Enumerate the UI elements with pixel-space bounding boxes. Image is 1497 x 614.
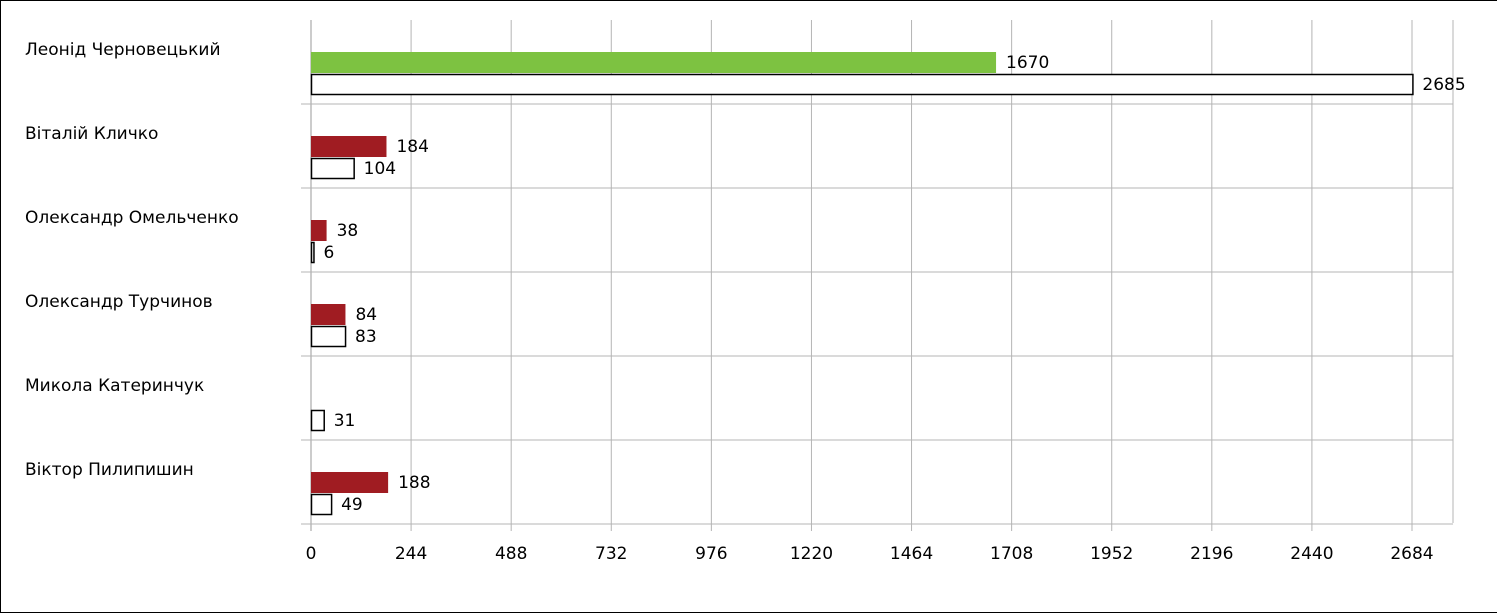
bar-series-1 [311,304,346,325]
bar-series-1 [311,220,327,241]
value-label-series-1: 188 [398,473,430,493]
bar-series-2 [310,493,333,516]
bar-series-1 [311,52,997,73]
value-label-series-2: 2685 [1422,75,1465,95]
bars [310,52,1414,516]
bar-series-2 [310,73,1414,96]
bar-series-2 [310,241,315,264]
bar-series-2 [310,157,355,180]
value-label-series-2: 6 [323,243,334,263]
x-tick-label: 1220 [790,544,833,564]
x-tick-label: 976 [695,544,727,564]
value-label-series-2: 83 [355,327,377,347]
x-tick-label: 488 [495,544,527,564]
value-label-series-2: 49 [341,495,363,515]
x-tick-label: 1464 [890,544,933,564]
category-label: Олександр Омельченко [25,208,239,228]
x-tick-label: 1952 [1090,544,1133,564]
x-tick-label: 2684 [1390,544,1433,564]
category-label: Леонід Черновецький [25,40,221,60]
bar-series-1 [311,136,387,157]
x-tick-label: 244 [395,544,427,564]
bar-series-2 [310,325,347,348]
category-label: Віталій Кличко [25,124,158,144]
value-label-series-1: 38 [337,221,359,241]
x-tick-label: 2196 [1190,544,1233,564]
grid-lines [301,20,1454,531]
x-tick-label: 732 [595,544,627,564]
bar-series-2 [310,409,325,432]
bar-series-1 [311,472,389,493]
labels: 0 244 488 732 976 1220 1464 1708 1952 2196 2440 268… [25,40,1466,564]
category-label: Олександр Турчинов [25,292,213,312]
value-label-series-2: 31 [334,411,356,431]
value-label-series-1: 1670 [1006,53,1049,73]
value-label-series-2: 104 [364,159,396,179]
value-label-series-1: 184 [396,137,428,157]
x-tick-label: 2440 [1290,544,1333,564]
category-label: Віктор Пилипишин [25,460,194,480]
category-label: Микола Катеринчук [25,376,204,396]
x-tick-label: 0 [306,544,317,564]
value-label-series-1: 84 [355,305,377,325]
x-tick-label: 1708 [990,544,1033,564]
